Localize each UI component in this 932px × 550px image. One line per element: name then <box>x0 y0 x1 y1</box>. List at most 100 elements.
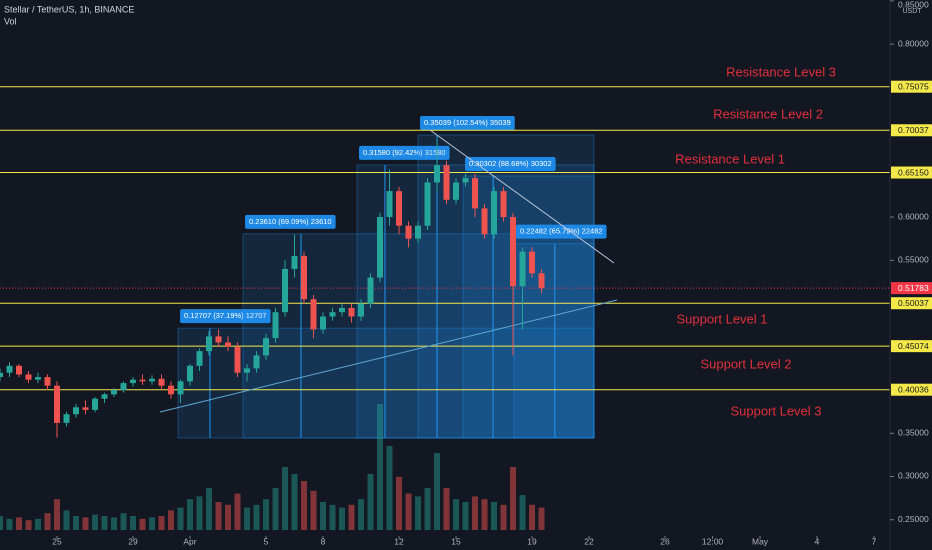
volume-bar <box>519 495 526 530</box>
candle-body <box>139 379 146 382</box>
candle-body <box>510 217 517 287</box>
x-tick-label: 26 <box>660 536 670 546</box>
volume-layer <box>0 404 545 530</box>
volume-bar <box>82 517 89 530</box>
last-price-tag <box>891 282 932 295</box>
level-tag <box>891 297 932 310</box>
y-tick-label: 0.55000 <box>898 255 929 265</box>
candle-body <box>500 191 507 218</box>
volume-bar <box>348 504 355 530</box>
volume-bar <box>282 467 289 530</box>
candle-body <box>263 338 270 356</box>
volume-bar <box>329 504 336 530</box>
range-box <box>242 233 595 439</box>
level-tag <box>891 383 932 396</box>
x-tick-label: 12:00 <box>702 536 724 546</box>
candle-body <box>529 251 536 274</box>
volume-bar <box>101 516 108 530</box>
candle-body <box>481 208 488 235</box>
x-tick-label: 22 <box>584 536 594 546</box>
candle-body <box>44 377 51 386</box>
volume-bar <box>434 453 441 530</box>
x-tick-label: 15 <box>451 536 461 546</box>
candle-body <box>348 307 355 317</box>
level-name: Resistance Level 2 <box>713 106 823 121</box>
level-name: Support Level 3 <box>730 403 821 418</box>
volume-bar <box>73 516 80 530</box>
y-tick-label: 0.30000 <box>898 471 929 481</box>
candle-body <box>320 316 327 330</box>
candle-body <box>491 191 498 235</box>
volume-bar <box>443 488 450 530</box>
chart-subtitle: Vol <box>4 16 17 26</box>
x-tick-label: 4 <box>815 536 820 546</box>
level-tick-label: 0.70037 <box>898 125 929 135</box>
candle-body <box>462 178 469 183</box>
range-label: 0.22482 (65.79%) 22482 <box>520 227 603 236</box>
volume-bar <box>111 517 118 530</box>
level-tag <box>891 166 932 179</box>
candle-body <box>158 378 165 386</box>
range-label-bg <box>245 214 336 229</box>
volume-bar <box>500 504 507 530</box>
candle-body <box>82 407 89 410</box>
level-tick-label: 0.65150 <box>898 167 929 177</box>
candle-body <box>453 182 460 200</box>
candle-body <box>149 378 156 382</box>
volume-bar <box>168 510 175 530</box>
candle-body <box>168 385 175 395</box>
candle-body <box>35 377 42 380</box>
volume-bar <box>377 404 384 530</box>
level-tag <box>891 340 932 353</box>
volume-bar <box>472 496 479 530</box>
level-tick-label: 0.50037 <box>898 298 929 308</box>
volume-bar <box>16 517 23 530</box>
range-label: 0.23610 (69.09%) 23610 <box>249 217 332 226</box>
candle-body <box>396 191 403 226</box>
volume-bar <box>339 507 346 530</box>
candle-body <box>177 381 184 395</box>
candle-body <box>16 365 23 375</box>
candle-body <box>519 251 526 287</box>
level-layer: Resistance Level 3 Resistance Level 2 Resi… <box>0 64 890 418</box>
range-label-bg <box>420 115 515 130</box>
candle-body <box>101 394 108 399</box>
volume-bar <box>529 504 536 530</box>
volume-bar <box>291 474 298 530</box>
candle-body <box>234 346 241 373</box>
candle-body <box>301 255 308 300</box>
y-tick-label: 0.60000 <box>898 211 929 221</box>
x-tick-label: Apr <box>183 536 196 546</box>
level-name: Support Level 1 <box>676 311 767 326</box>
volume-bar <box>253 504 260 530</box>
candle-body <box>329 312 336 317</box>
level-name: Resistance Level 3 <box>726 64 836 79</box>
volume-bar <box>462 502 469 530</box>
volume-bar <box>139 518 146 530</box>
candle-body <box>92 398 99 410</box>
volume-bar <box>149 517 156 530</box>
volume-bar <box>25 520 32 530</box>
level-name: Support Level 2 <box>700 356 791 371</box>
volume-bar <box>0 516 3 530</box>
volume-bar <box>177 507 184 530</box>
volume-bar <box>301 481 308 530</box>
range-label: 0.30302 (88.68%) 30302 <box>469 159 552 168</box>
x-tick-label: 5 <box>264 536 269 546</box>
volume-bar <box>396 476 403 530</box>
x-tick-label: 25 <box>52 536 62 546</box>
candle-body <box>0 372 3 378</box>
candle-body <box>538 273 545 289</box>
volume-bar <box>481 499 488 530</box>
last-price-label: 0.51783 <box>898 283 929 293</box>
volume-bar <box>538 507 545 530</box>
candle-body <box>225 342 232 347</box>
volume-bar <box>320 502 327 530</box>
candle-layer <box>0 139 545 438</box>
volume-bar <box>491 502 498 530</box>
range-label: 0.35039 (102.54%) 35039 <box>424 118 511 127</box>
volume-bar <box>63 510 70 530</box>
volume-bar <box>234 493 241 530</box>
